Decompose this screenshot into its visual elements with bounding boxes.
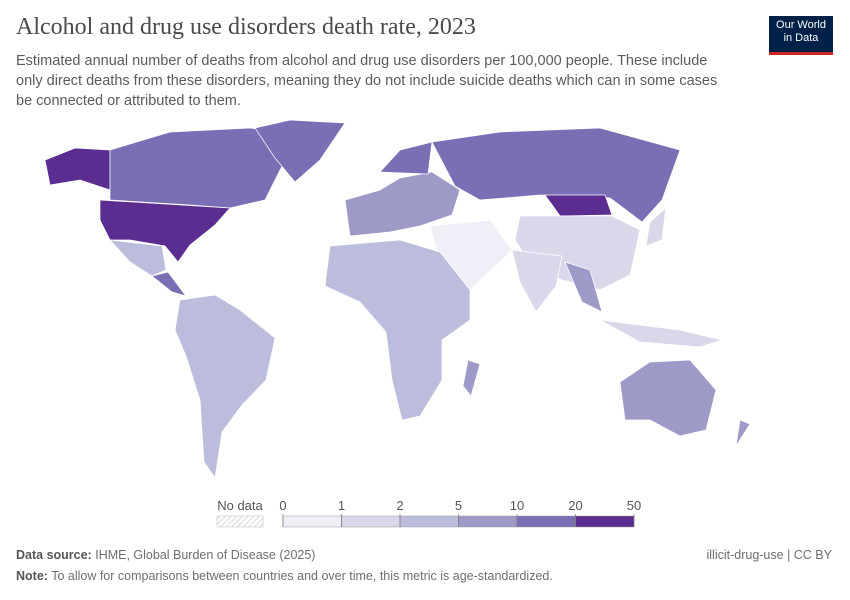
legend-bin (458, 515, 518, 528)
logo[interactable]: Our World in Data (769, 16, 833, 55)
subtitle: Estimated annual number of deaths from a… (16, 53, 718, 109)
logo-line: Our World (776, 19, 826, 31)
legend-tick-label: 2 (396, 498, 403, 513)
region (619, 359, 717, 437)
region (324, 239, 471, 421)
legend-bin (282, 515, 342, 528)
source-text[interactable]: IHME, Global Burden of Disease (2025) (95, 548, 316, 562)
no-data-swatch (216, 515, 264, 528)
legend-tick-label: 0 (279, 498, 286, 513)
note-label: Note: (16, 569, 48, 583)
source-label: Data source: (16, 548, 92, 562)
note-text: To allow for comparisons between countri… (51, 569, 553, 583)
legend-bin (399, 515, 459, 528)
region (431, 127, 681, 223)
region (254, 119, 346, 183)
legend-tick-label: 1 (338, 498, 345, 513)
source: Data source: IHME, Global Burden of Dise… (16, 548, 315, 562)
legend: 0 1 2 5 10 20 50 (279, 498, 641, 528)
title: Alcohol and drug use disorders death rat… (16, 14, 476, 40)
region (109, 239, 167, 277)
region (462, 359, 481, 397)
region (99, 199, 231, 263)
region (174, 294, 276, 479)
no-data-label: No data (217, 498, 263, 513)
legend-bin (341, 515, 401, 528)
region (151, 271, 187, 297)
region (564, 261, 603, 313)
region (379, 141, 433, 175)
region (735, 419, 751, 447)
legend-tick-label: 5 (455, 498, 462, 513)
logo-line: in Data (783, 32, 819, 44)
region (511, 249, 563, 313)
legend-tick-label: 20 (568, 498, 582, 513)
region (645, 207, 667, 247)
region (344, 171, 461, 237)
legend-tick-label: 50 (627, 498, 641, 513)
note: Note: To allow for comparisons between c… (16, 569, 553, 583)
legend-tick-label: 10 (510, 498, 524, 513)
legend-bin (516, 515, 576, 528)
region (44, 147, 111, 191)
slug-license[interactable]: illicit-drug-use | CC BY (706, 548, 832, 562)
countries (44, 119, 751, 479)
region (109, 127, 301, 209)
map: No data 0 1 2 5 10 20 50 (44, 119, 751, 528)
region (544, 194, 613, 217)
region (599, 319, 724, 348)
legend-bin (575, 515, 635, 528)
